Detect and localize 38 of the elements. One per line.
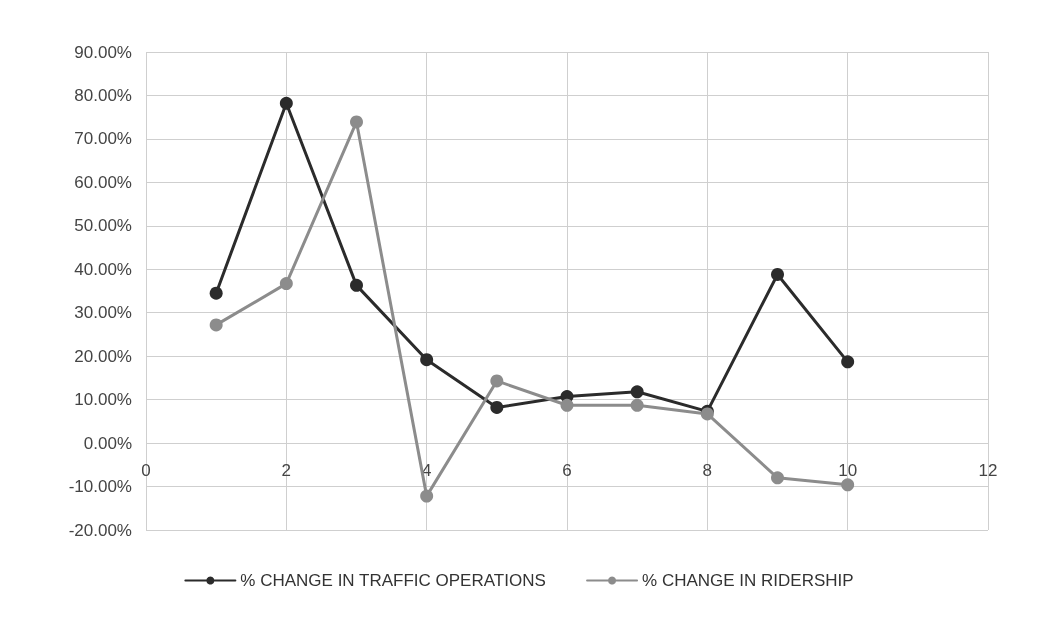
point	[841, 478, 855, 492]
y-tick-label: 50.00%	[74, 216, 132, 236]
point	[209, 318, 223, 332]
y-tick-label: -20.00%	[68, 520, 132, 540]
y-tick-label: 20.00%	[74, 346, 132, 366]
point	[279, 96, 293, 110]
point	[630, 385, 644, 399]
point	[630, 398, 644, 412]
legend-label: % CHANGE IN TRAFFIC OPERATIONS	[240, 571, 546, 590]
point	[560, 398, 574, 412]
point	[350, 278, 363, 292]
point	[420, 353, 434, 367]
x-tick-label: 8	[702, 461, 713, 480]
y-tick-label: 60.00%	[74, 172, 132, 192]
point	[279, 277, 293, 291]
point	[771, 471, 784, 485]
point	[420, 489, 434, 503]
y-tick-label: 70.00%	[74, 129, 132, 149]
point	[350, 115, 363, 129]
x-tick-label: 10	[838, 461, 858, 480]
y-tick-label: 0.00%	[83, 433, 132, 453]
y-tick-label: 80.00%	[74, 85, 132, 105]
x-tick-label: 2	[281, 461, 292, 480]
x-tick-label: 12	[978, 461, 998, 480]
y-tick-label: 10.00%	[74, 390, 132, 410]
x-tick-label: 0	[141, 461, 151, 480]
y-tick-label: -10.00%	[68, 477, 132, 497]
point	[841, 355, 855, 369]
legend-label: % CHANGE IN RIDERSHIP	[642, 571, 854, 590]
x-tick-label: 6	[562, 461, 572, 480]
x-tick-label: 4	[421, 461, 432, 480]
y-tick-label: 40.00%	[74, 259, 132, 279]
point	[490, 400, 504, 414]
point	[209, 286, 223, 300]
point	[490, 374, 504, 388]
y-tick-label: 90.00%	[74, 42, 132, 62]
y-tick-label: 30.00%	[74, 303, 132, 323]
point	[771, 267, 784, 281]
